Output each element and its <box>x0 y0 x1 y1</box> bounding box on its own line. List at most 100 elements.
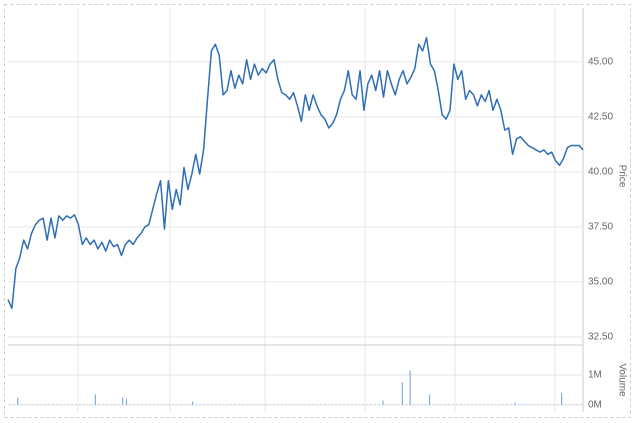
volume-bar <box>409 370 411 406</box>
volume-bar <box>568 404 571 406</box>
volume-bar <box>184 404 186 406</box>
volume-bar <box>502 404 504 406</box>
volume-bar <box>277 404 279 406</box>
volume-bar <box>549 404 551 406</box>
vertical-grid <box>77 8 556 412</box>
volume-bar <box>261 404 264 406</box>
volume-bar <box>118 404 120 406</box>
volume-bar <box>479 404 481 406</box>
volume-bar <box>397 404 400 406</box>
volume-bar <box>125 399 128 406</box>
volume-bar <box>541 404 543 406</box>
volume-bar <box>343 404 345 406</box>
volume-bar <box>269 404 271 406</box>
volume-bar <box>475 404 477 406</box>
volume-bar <box>324 404 326 406</box>
volume-bar <box>456 404 458 406</box>
volume-bar <box>553 404 555 406</box>
volume-bar <box>215 404 217 406</box>
volume-bar <box>285 404 287 406</box>
volume-bar <box>52 404 54 406</box>
volume-bar <box>440 404 442 406</box>
volume-bar <box>366 404 368 406</box>
volume-bar <box>98 404 100 406</box>
volume-bar <box>110 404 112 406</box>
volume-bar <box>195 404 198 406</box>
volume-bar <box>207 404 209 406</box>
volume-bar <box>316 404 318 406</box>
volume-bar <box>133 404 135 406</box>
volume-bar <box>580 404 582 406</box>
volume-bar <box>320 404 322 406</box>
volume-bar <box>393 404 396 406</box>
volume-bar <box>13 404 15 406</box>
volume-bar <box>226 404 229 406</box>
volume-bar <box>331 404 334 406</box>
volume-bar <box>106 404 108 406</box>
volume-bar <box>149 404 151 406</box>
volume-bar <box>176 404 178 406</box>
volume-bar <box>238 404 240 406</box>
y-tick-label: 37.50 <box>588 222 613 233</box>
y-axis-title: Volume <box>616 363 627 397</box>
volume-bar <box>370 404 372 406</box>
volume-bar <box>234 404 236 406</box>
volume-bar <box>339 404 341 406</box>
volume-bar <box>24 404 27 406</box>
volume-bar <box>498 404 501 406</box>
volume-bar <box>156 404 159 406</box>
volume-bar <box>561 393 563 406</box>
volume-bar <box>59 404 62 406</box>
volume-bar <box>188 404 190 406</box>
volume-bar <box>421 404 423 406</box>
volume-bar <box>564 404 567 406</box>
volume-bar <box>382 400 384 406</box>
volume-bar <box>36 404 38 406</box>
volume-bar <box>223 404 225 406</box>
volume-bar <box>351 404 353 406</box>
volume-bar <box>122 397 124 406</box>
y-tick-label: 0M <box>588 400 602 411</box>
volume-bar <box>347 404 349 406</box>
y-tick-label: 40.00 <box>588 167 613 178</box>
y-tick-label: 32.50 <box>588 332 613 343</box>
volume-bar <box>405 404 407 406</box>
volume-bar <box>48 404 50 406</box>
volume-bar <box>87 404 89 406</box>
volume-bar <box>533 404 536 406</box>
volume-bar <box>292 404 295 406</box>
volume-bar <box>67 404 69 406</box>
volume-bar <box>141 404 143 406</box>
volume-bar <box>211 404 213 406</box>
volume-bar <box>386 404 388 406</box>
volume-bar <box>436 404 438 406</box>
volume-bar <box>362 404 365 406</box>
volume-bar <box>335 404 337 406</box>
volume-bar <box>20 404 23 406</box>
y-axis-title: Price <box>616 165 627 188</box>
volume-bar <box>428 394 431 406</box>
volume-bar <box>467 404 469 406</box>
volume-bar <box>487 404 489 406</box>
volume-bar <box>257 404 260 406</box>
volume-bar <box>529 404 532 406</box>
volume-bar <box>94 394 97 406</box>
volume-bar <box>129 404 131 406</box>
volume-bar <box>40 404 42 406</box>
y-tick-label: 45.00 <box>588 57 613 68</box>
volume-bar <box>506 404 508 406</box>
volume-bar <box>526 404 528 406</box>
volume-bar <box>483 404 485 406</box>
volume-bar <box>296 404 299 406</box>
volume-bar <box>522 404 524 406</box>
volume-bar <box>32 404 34 406</box>
volume-bar <box>312 404 314 406</box>
volume-bar <box>9 404 11 406</box>
volume-bar <box>432 404 435 406</box>
volume-bar <box>172 404 174 406</box>
volume-bar <box>63 404 65 406</box>
volume-bar <box>145 404 147 406</box>
volume-bar <box>557 404 559 406</box>
volume-bar <box>355 404 357 406</box>
volume-bar <box>230 404 232 406</box>
